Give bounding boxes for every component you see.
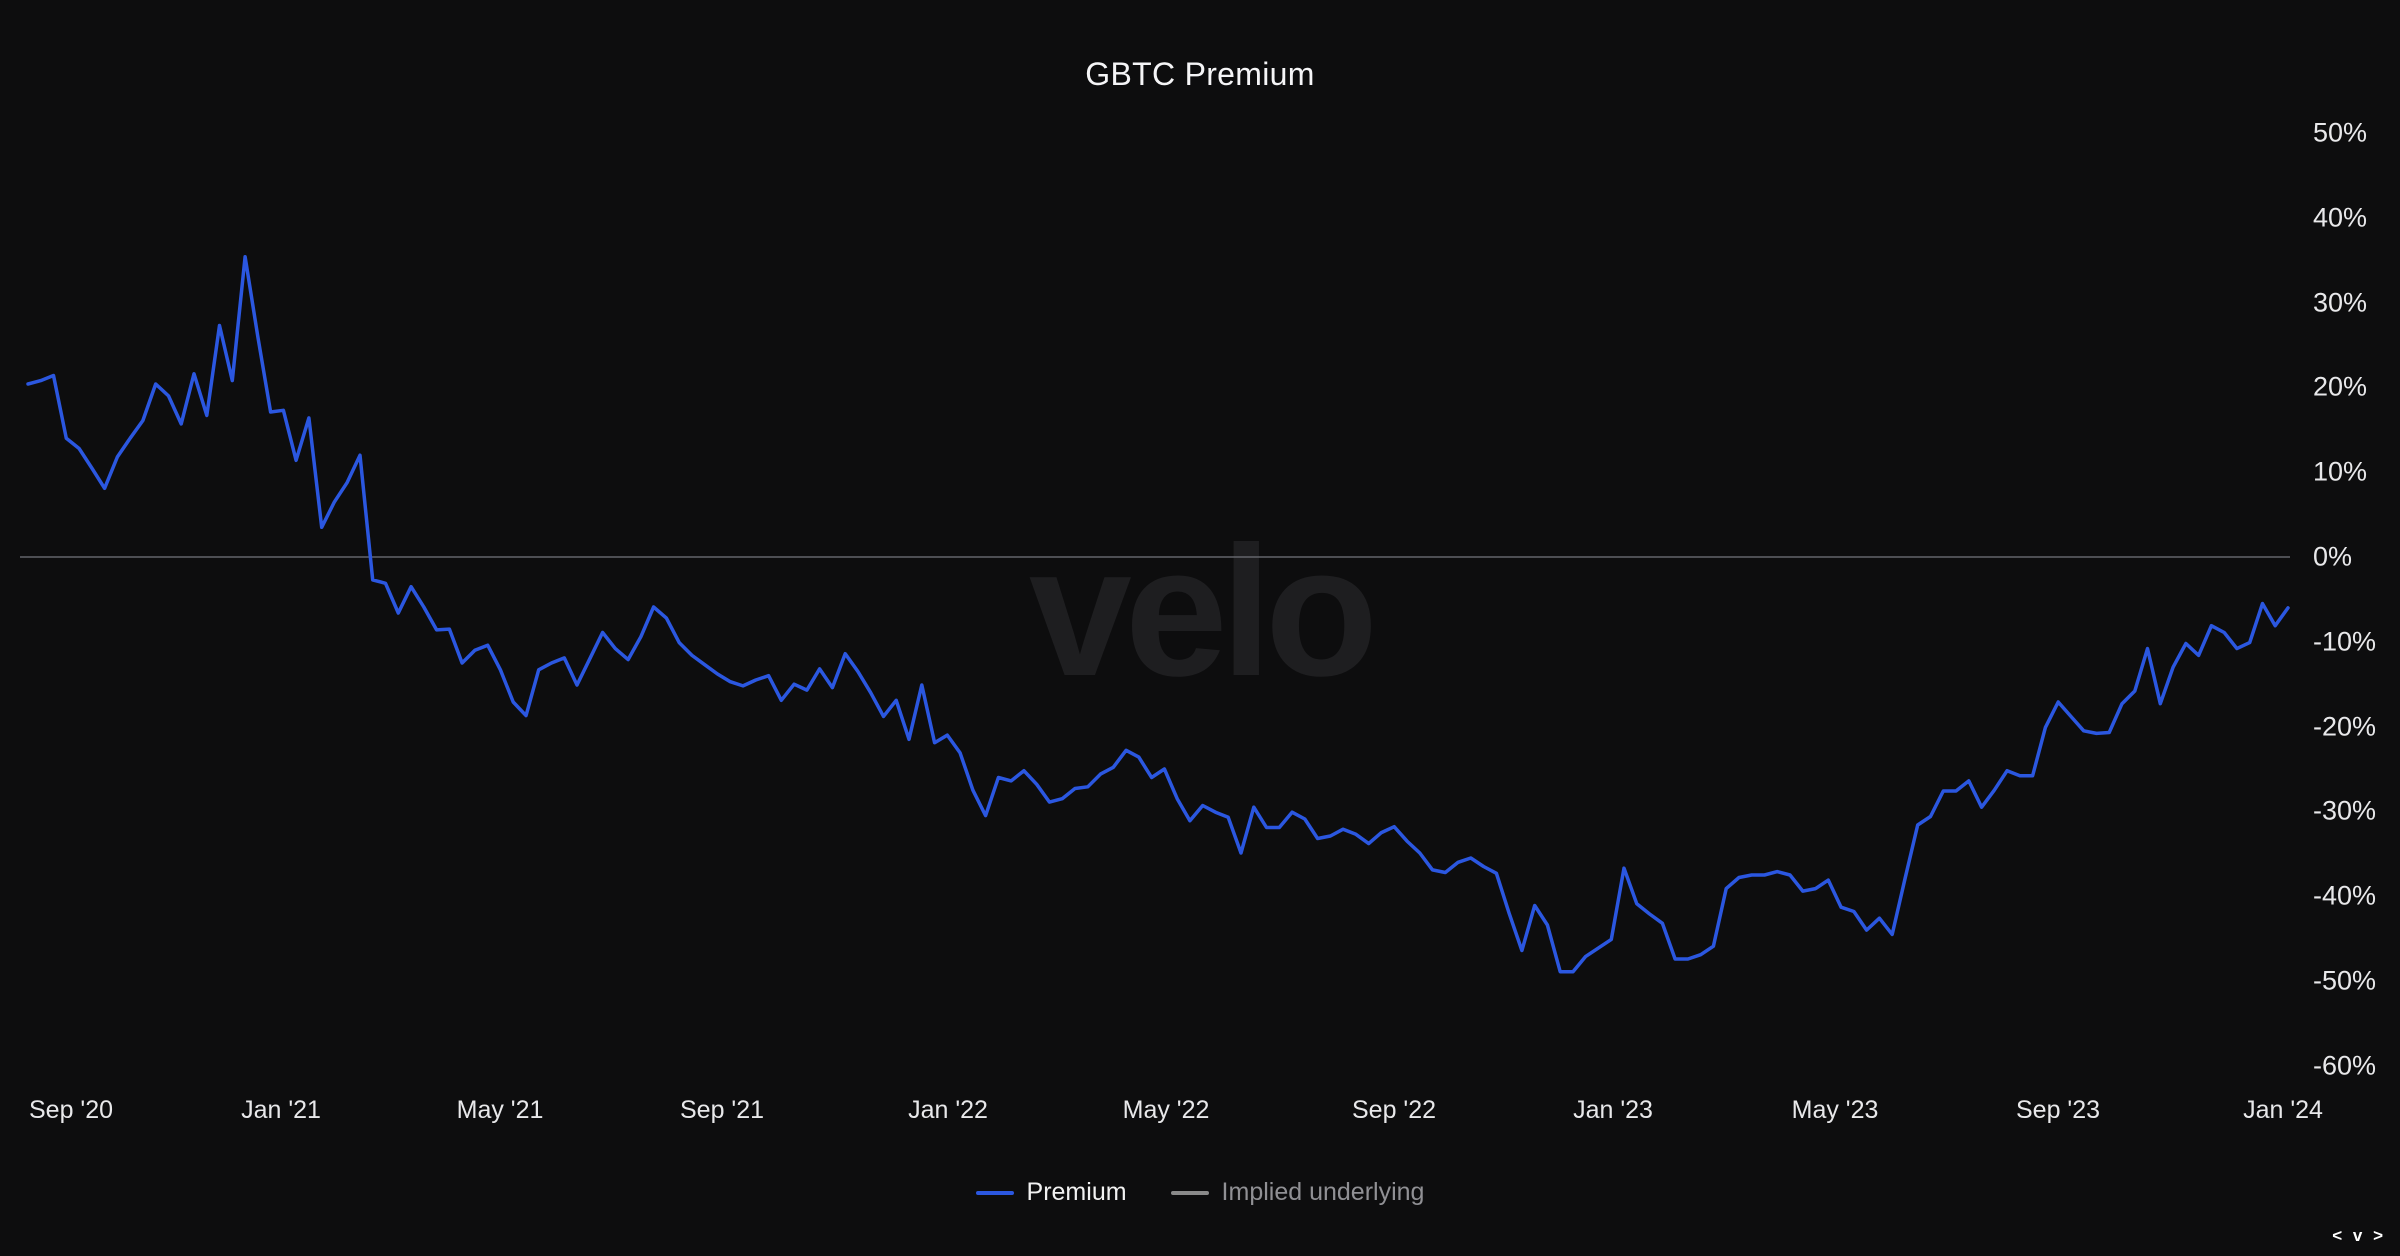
y-axis-label: 10% <box>2313 456 2368 487</box>
x-axis-label: Sep '20 <box>28 1096 114 1124</box>
y-axis-label: -50% <box>2313 965 2377 996</box>
legend: Premium Implied underlying <box>0 1178 2400 1207</box>
legend-item-premium[interactable]: Premium <box>975 1178 1127 1207</box>
y-axis-label: 0% <box>2313 541 2353 572</box>
y-axis-label: 50% <box>2313 117 2368 148</box>
chart-title: GBTC Premium <box>1085 56 1315 92</box>
x-axis-label: Jan '24 <box>2243 1096 2323 1124</box>
legend-implied-underlying-label: Implied underlying <box>1221 1178 1425 1206</box>
x-axis-label: May '23 <box>1791 1096 1879 1124</box>
x-axis-label: Sep '22 <box>1351 1096 1437 1124</box>
x-axis-label: Jan '21 <box>241 1096 321 1124</box>
velo-corner-mark: < v > <box>2332 1226 2386 1245</box>
legend-item-implied-underlying[interactable]: Implied underlying <box>1170 1178 1425 1207</box>
y-axis-label: 30% <box>2313 287 2368 318</box>
x-axis-label: May '21 <box>456 1096 544 1124</box>
y-axis-label: -10% <box>2313 626 2377 657</box>
x-axis-label: May '22 <box>1122 1096 1210 1124</box>
y-axis-label: 40% <box>2313 202 2368 233</box>
x-axis-label: Sep '21 <box>679 1096 765 1124</box>
y-axis-label: -40% <box>2313 880 2377 911</box>
legend-premium-label: Premium <box>1026 1178 1127 1206</box>
premium-line <box>26 255 2290 974</box>
y-axis-label: -20% <box>2313 711 2377 742</box>
x-axis-label: Jan '23 <box>1573 1096 1653 1124</box>
premium-line-swatch <box>975 1190 1014 1195</box>
x-axis-label: Jan '22 <box>908 1096 988 1124</box>
y-axis-label: 20% <box>2313 371 2368 402</box>
implied-underlying-line-swatch <box>1170 1190 1209 1195</box>
x-axis-label: Sep '23 <box>2015 1096 2101 1124</box>
y-axis-label: -30% <box>2313 795 2377 826</box>
y-axis-label: -60% <box>2313 1050 2377 1081</box>
